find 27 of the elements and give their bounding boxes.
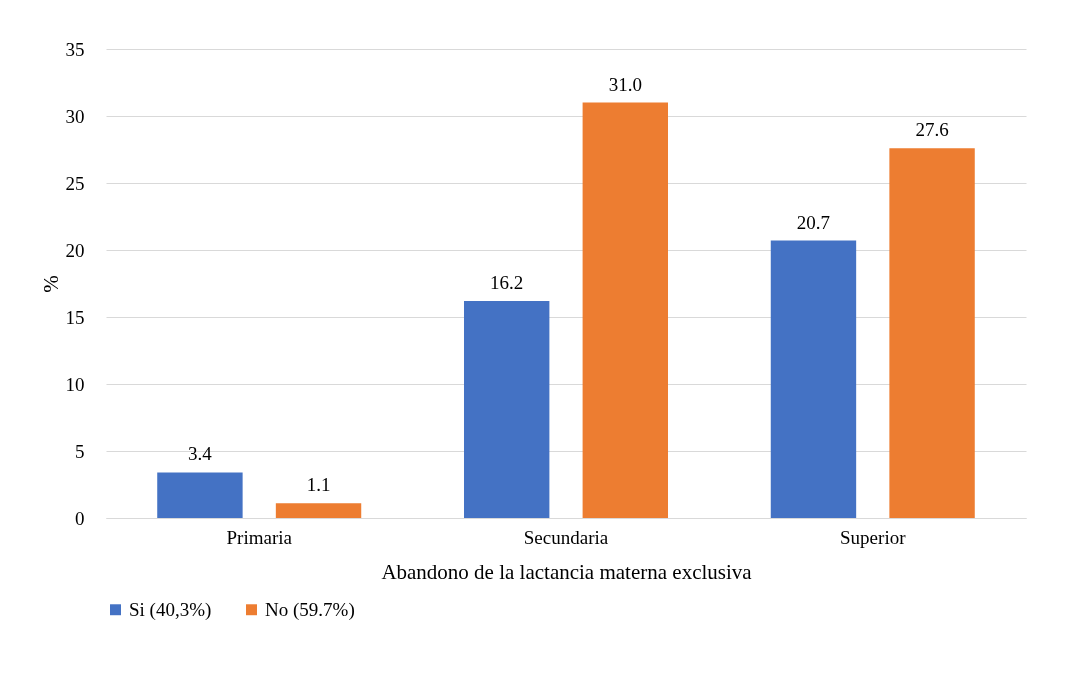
x-tick-label: Secundaria — [523, 526, 609, 548]
y-tick-label: 15 — [65, 306, 85, 328]
data-label: 27.6 — [915, 119, 949, 141]
x-tick-label: Primaria — [226, 526, 293, 548]
y-tick-label: 30 — [65, 105, 85, 127]
bar — [157, 472, 243, 518]
bar — [770, 240, 857, 518]
x-tick-label: Superior — [840, 526, 907, 548]
legend-label: No (59.7%) — [265, 598, 355, 621]
y-tick-label: 10 — [65, 373, 85, 395]
bar — [889, 148, 975, 518]
bar — [582, 102, 668, 518]
y-tick-label: 25 — [65, 172, 85, 194]
y-tick-label: 20 — [65, 239, 85, 261]
data-label: 20.7 — [796, 211, 831, 233]
bar — [275, 503, 362, 518]
data-label: 1.1 — [306, 474, 331, 496]
y-axis-title: % — [38, 275, 63, 293]
y-tick-label: 5 — [75, 440, 85, 462]
data-label: 3.4 — [188, 443, 213, 465]
y-tick-label: 35 — [65, 38, 85, 60]
bar — [464, 300, 550, 518]
data-label: 16.2 — [490, 271, 524, 293]
y-tick-label: 0 — [75, 507, 85, 529]
legend-label: Si (40,3%) — [129, 598, 212, 621]
x-axis-title: Abandono de la lactancia materna exclusiva — [381, 559, 753, 584]
data-label: 31.0 — [608, 73, 642, 95]
